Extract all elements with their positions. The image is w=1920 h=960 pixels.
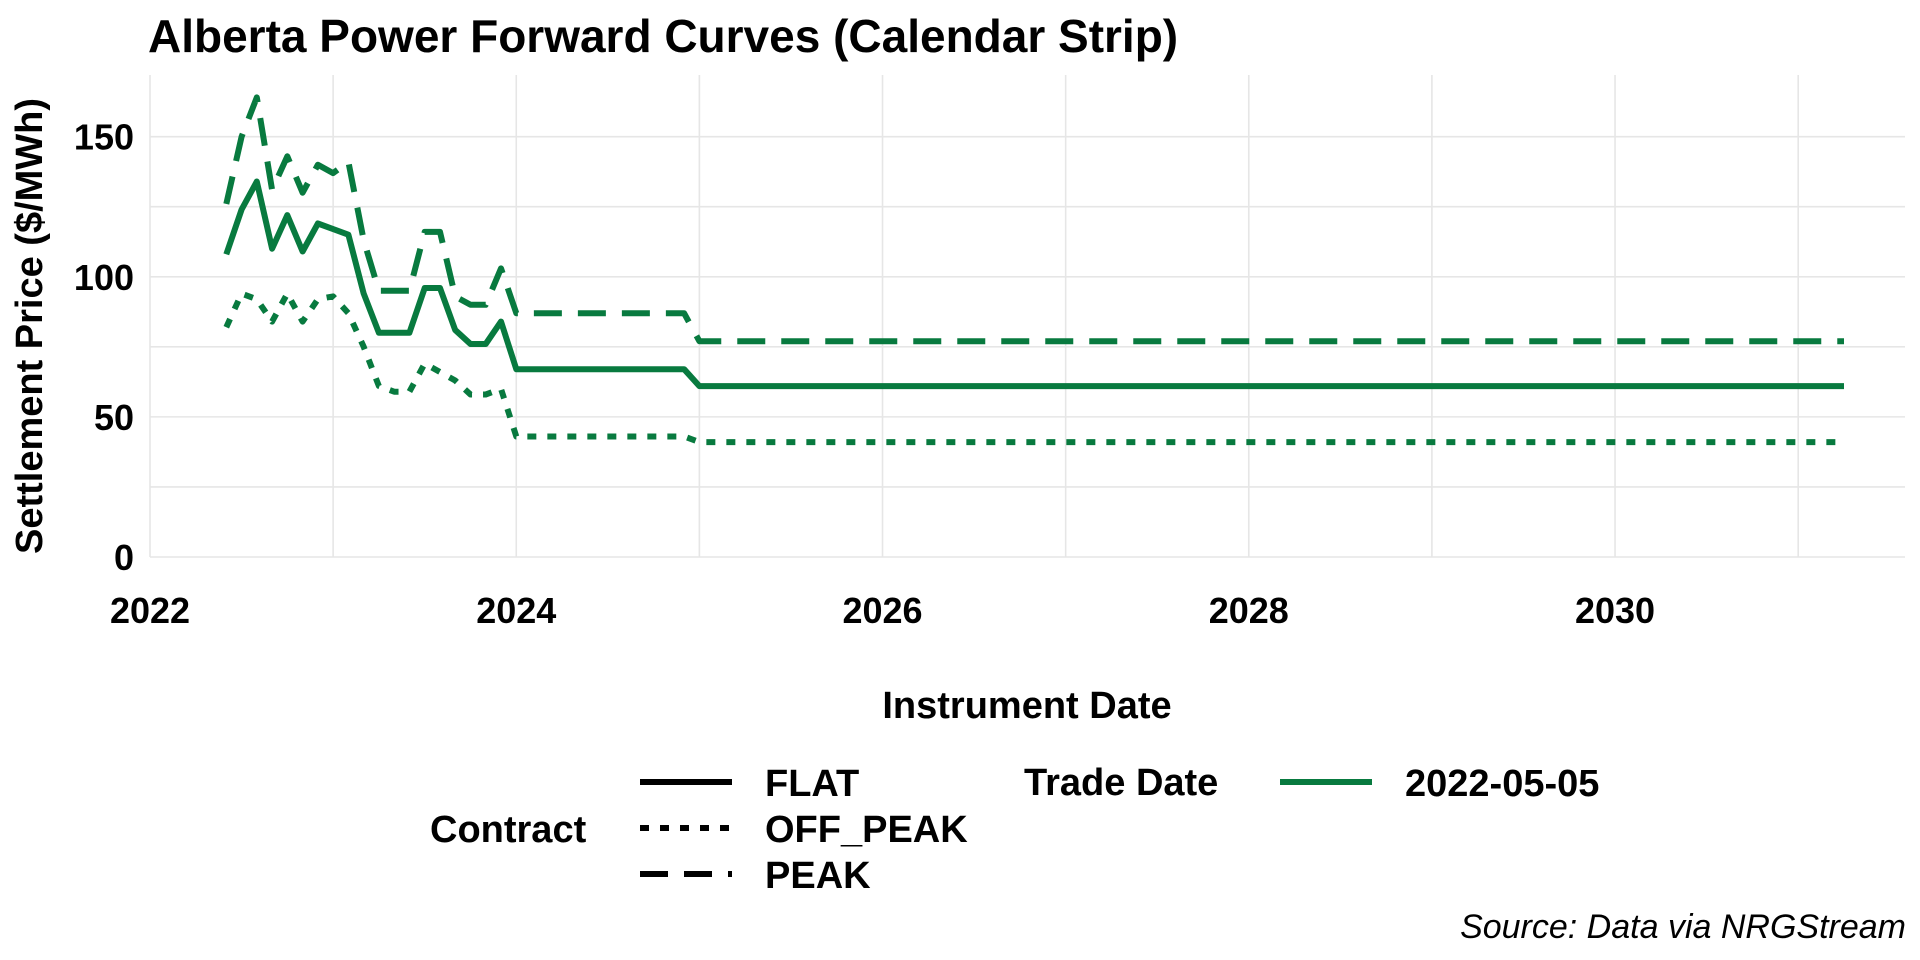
x-tick-label: 2022	[110, 590, 190, 631]
legend-label: OFF_PEAK	[765, 809, 968, 851]
y-axis-ticks: 0 50 100 150	[74, 117, 134, 578]
x-axis-ticks: 2022 2024 2026 2028 2030	[110, 590, 1655, 631]
legend-trade-date-title: Trade Date	[1024, 762, 1218, 804]
y-tick-label: 0	[114, 537, 134, 578]
series-lines	[223, 94, 1844, 446]
grid-lines	[149, 75, 1905, 558]
y-tick-label: 50	[94, 397, 134, 438]
series-line-peak	[223, 94, 1844, 345]
legend-contract-title: Contract	[430, 809, 587, 851]
legend-label: 2022-05-05	[1405, 763, 1599, 805]
series-line-flat	[223, 178, 1844, 390]
legend-label: PEAK	[765, 855, 871, 897]
legend-label: FLAT	[765, 763, 859, 805]
source-caption: Source: Data via NRGStream	[1460, 908, 1906, 946]
x-axis-title: Instrument Date	[882, 685, 1171, 727]
series-line-off-peak	[223, 290, 1844, 446]
x-tick-label: 2024	[476, 590, 556, 631]
y-tick-label: 150	[74, 117, 134, 158]
x-tick-label: 2030	[1575, 590, 1655, 631]
chart-title: Alberta Power Forward Curves (Calendar S…	[148, 10, 1178, 62]
y-tick-label: 100	[74, 257, 134, 298]
x-tick-label: 2026	[842, 590, 922, 631]
y-axis-title: Settlement Price ($/MWh)	[9, 98, 51, 554]
legend-trade-date-entries: 2022-05-05	[1280, 763, 1599, 805]
x-tick-label: 2028	[1209, 590, 1289, 631]
